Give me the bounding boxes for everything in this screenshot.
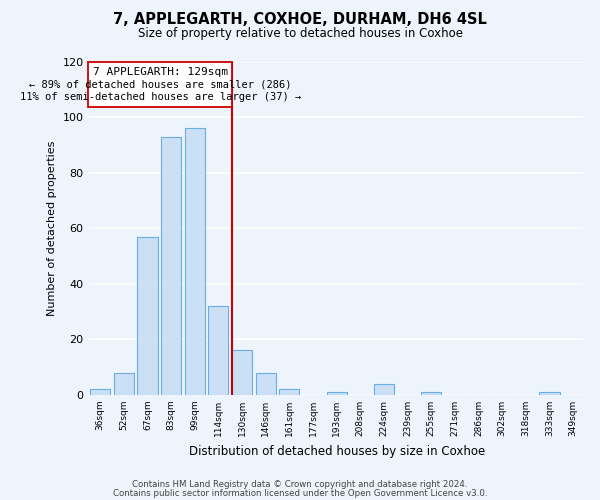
Text: 7 APPLEGARTH: 129sqm: 7 APPLEGARTH: 129sqm	[93, 66, 228, 76]
X-axis label: Distribution of detached houses by size in Coxhoe: Distribution of detached houses by size …	[188, 444, 485, 458]
Bar	[232, 350, 252, 395]
Bar	[374, 384, 394, 395]
Bar	[326, 392, 347, 395]
Text: 7, APPLEGARTH, COXHOE, DURHAM, DH6 4SL: 7, APPLEGARTH, COXHOE, DURHAM, DH6 4SL	[113, 12, 487, 28]
Text: Size of property relative to detached houses in Coxhoe: Size of property relative to detached ho…	[137, 28, 463, 40]
Bar	[137, 236, 158, 395]
Text: Contains public sector information licensed under the Open Government Licence v3: Contains public sector information licen…	[113, 488, 487, 498]
Y-axis label: Number of detached properties: Number of detached properties	[47, 140, 57, 316]
Bar	[421, 392, 442, 395]
Bar	[208, 306, 229, 395]
Text: 11% of semi-detached houses are larger (37) →: 11% of semi-detached houses are larger (…	[20, 92, 301, 102]
Bar	[539, 392, 560, 395]
Bar	[256, 372, 276, 395]
Text: ← 89% of detached houses are smaller (286): ← 89% of detached houses are smaller (28…	[29, 80, 292, 90]
Bar	[280, 390, 299, 395]
Text: Contains HM Land Registry data © Crown copyright and database right 2024.: Contains HM Land Registry data © Crown c…	[132, 480, 468, 489]
Bar	[161, 136, 181, 395]
FancyBboxPatch shape	[88, 62, 232, 108]
Bar	[185, 128, 205, 395]
Bar	[90, 390, 110, 395]
Bar	[114, 372, 134, 395]
